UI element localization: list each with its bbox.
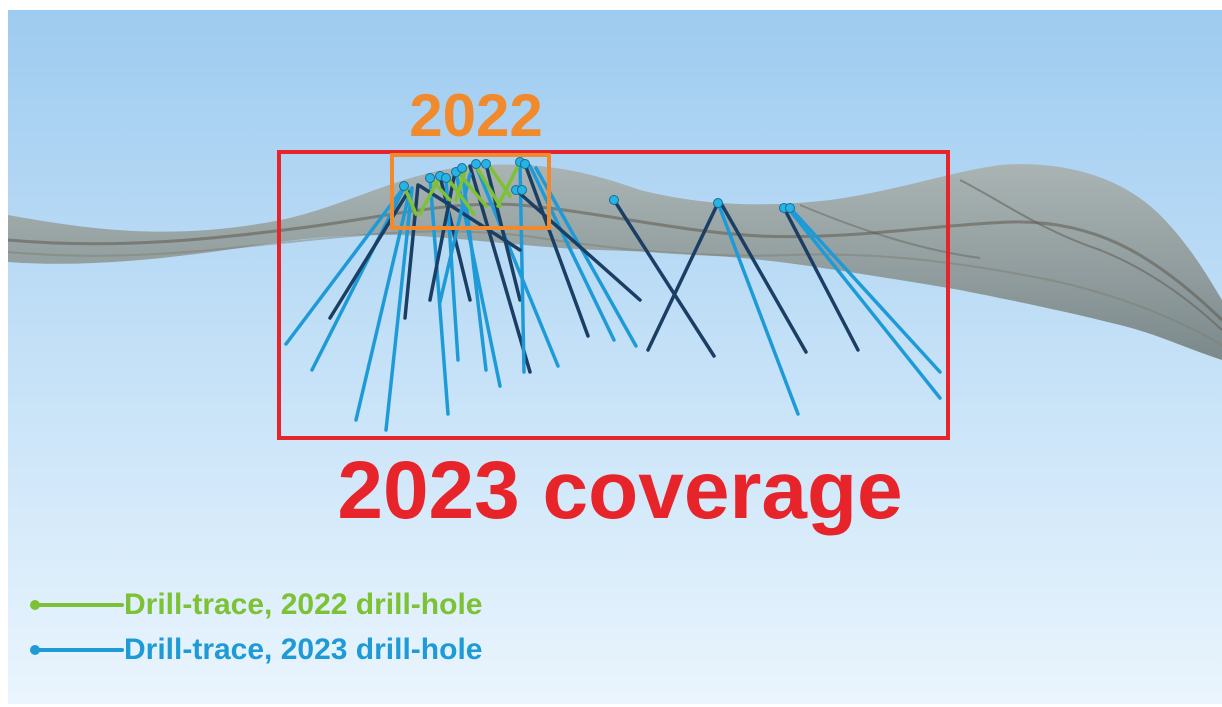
drill-trace-2022 bbox=[474, 164, 502, 208]
drill-collar-marker bbox=[441, 173, 451, 183]
coverage-2022-box bbox=[390, 153, 551, 230]
drill-collar-marker bbox=[609, 195, 619, 205]
drill-trace-2023 bbox=[403, 183, 420, 320]
drill-trace-2022 bbox=[418, 174, 442, 216]
drill-collars bbox=[399, 157, 795, 213]
drill-trace-2023 bbox=[328, 190, 410, 320]
drill-trace-2023 bbox=[534, 166, 638, 348]
drill-trace-2023 bbox=[428, 170, 457, 302]
drill-trace-2022 bbox=[454, 168, 488, 208]
drill-collar-marker bbox=[517, 185, 527, 195]
drill-traces bbox=[284, 160, 942, 432]
drill-collar-marker bbox=[399, 181, 409, 191]
drill-collar-marker bbox=[481, 159, 491, 169]
drill-trace-2023 bbox=[786, 206, 942, 400]
drill-trace-2023 bbox=[646, 201, 720, 352]
drill-collar-marker bbox=[785, 203, 795, 213]
drill-trace-2023 bbox=[310, 184, 407, 372]
drill-trace-2023 bbox=[428, 176, 450, 416]
legend-swatch-2023 bbox=[28, 633, 124, 667]
legend-label-2022: Drill-trace, 2022 drill-hole bbox=[124, 588, 483, 621]
drill-trace-2023 bbox=[720, 203, 808, 354]
sky-background bbox=[8, 10, 1222, 704]
label-2023-coverage: 2023 coverage bbox=[337, 445, 903, 536]
drill-trace-2023 bbox=[790, 208, 942, 374]
coverage-2023-box bbox=[277, 150, 950, 440]
drill-trace-2023 bbox=[438, 172, 472, 304]
drill-collar-marker bbox=[713, 198, 723, 208]
drill-collar-marker bbox=[457, 163, 467, 173]
drill-trace-2023 bbox=[418, 184, 522, 252]
label-2022: 2022 bbox=[409, 82, 543, 149]
legend-label-2023: Drill-trace, 2023 drill-hole bbox=[124, 633, 483, 666]
legend-swatch-2022 bbox=[28, 588, 124, 622]
drill-trace-2022 bbox=[444, 174, 476, 216]
drill-trace-2023 bbox=[484, 162, 522, 302]
drill-trace-2023 bbox=[528, 164, 616, 342]
drill-trace-2022 bbox=[402, 184, 418, 216]
drill-collar-marker bbox=[520, 159, 530, 169]
drill-trace-2022 bbox=[454, 166, 468, 202]
drill-trace-2023 bbox=[474, 164, 560, 368]
drill-trace-2023 bbox=[523, 162, 590, 338]
drill-trace-2023 bbox=[518, 160, 526, 374]
drill-collar-marker bbox=[425, 173, 435, 183]
drill-collar-marker bbox=[471, 159, 481, 169]
drill-trace-2022 bbox=[496, 160, 522, 208]
legend-item-2022: Drill-trace, 2022 drill-hole bbox=[28, 588, 482, 622]
drill-trace-2023 bbox=[612, 198, 716, 358]
drill-trace-2023 bbox=[284, 184, 407, 346]
drill-trace-2023 bbox=[716, 201, 800, 416]
drill-trace-2023 bbox=[782, 206, 860, 352]
drill-trace-2023 bbox=[514, 188, 642, 302]
legend-item-2023: Drill-trace, 2023 drill-hole bbox=[28, 633, 482, 667]
